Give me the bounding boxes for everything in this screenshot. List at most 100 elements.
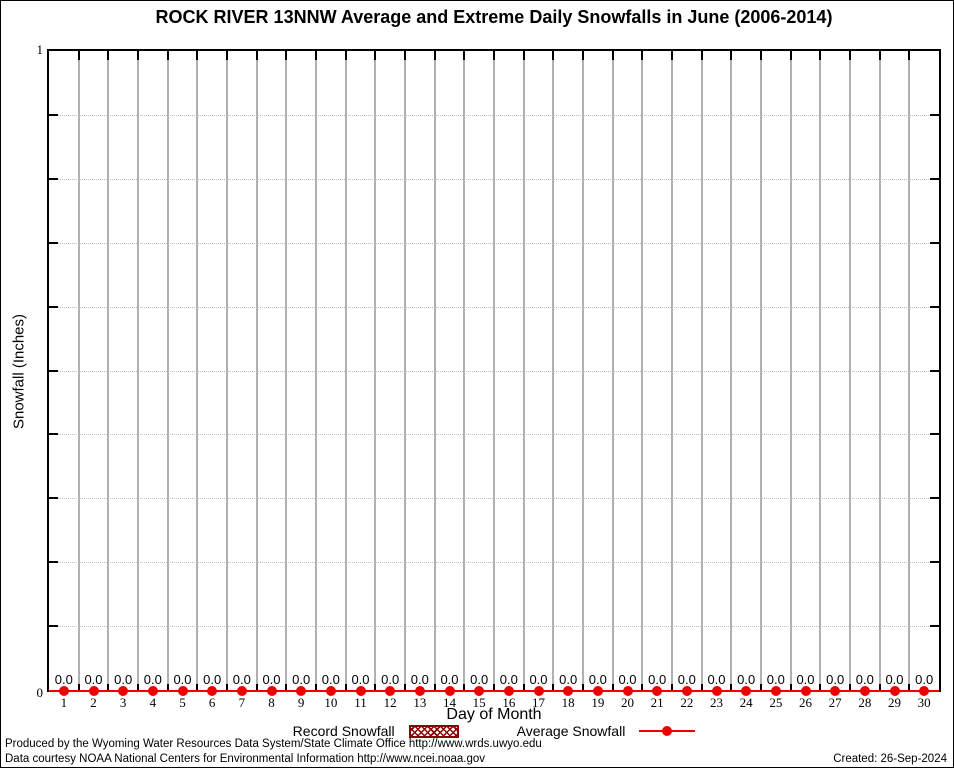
- snowfall-value-label: 0.0: [381, 672, 400, 687]
- top-axis-tick: [493, 51, 495, 60]
- snowfall-value-label: 0.0: [114, 672, 133, 687]
- x-tick-label: 10: [324, 695, 338, 710]
- snowfall-value-label: 0.0: [292, 672, 311, 687]
- snowfall-value-label: 0.0: [262, 672, 281, 687]
- left-axis-tick: [49, 241, 58, 244]
- left-axis-tick: [49, 369, 58, 372]
- average-snowfall-data-point: [58, 686, 69, 696]
- legend: Record Snowfall Average Snowfall: [47, 723, 941, 739]
- top-axis-tick: [611, 51, 614, 60]
- x-tick-label: 9: [297, 695, 305, 710]
- minor-y-gridline: [49, 498, 939, 500]
- bottom-axis-tick: [671, 684, 673, 690]
- x-tick-label: 22: [680, 695, 694, 710]
- bottom-axis-tick: [582, 684, 584, 690]
- value-labels: 0.0 0.0 0.0 0.0 0.0 0.0 0.0 0.0 0.0 0.0 0.0 0.0 0.0 0…: [49, 51, 939, 690]
- average-snowfall-line-swatch-icon: [639, 726, 696, 736]
- bottom-axis-tick: [819, 684, 822, 690]
- bottom-axis-tick: [908, 684, 911, 690]
- left-axis-tick: [49, 113, 58, 116]
- average-snowfall-data-point: [325, 686, 336, 696]
- snowfall-value-label: 0.0: [351, 672, 370, 687]
- bottom-axis-tick: [196, 684, 199, 690]
- x-tick-label: 15: [472, 695, 486, 710]
- x-tick-label: 20: [621, 695, 634, 710]
- minor-y-gridline: [49, 306, 939, 308]
- x-tick-label: 23: [710, 695, 723, 710]
- legend-label-record-snowfall: Record Snowfall: [292, 723, 395, 739]
- average-snowfall-data-point: [889, 686, 900, 696]
- top-axis-tick: [374, 51, 377, 60]
- snowfall-value-label: 0.0: [499, 672, 518, 687]
- average-snowfall-data-point: [444, 686, 455, 696]
- right-axis-tick: [930, 561, 939, 564]
- x-tick-label: 26: [799, 695, 812, 710]
- left-axis-tick: [49, 497, 58, 500]
- record-snowfall-hatch-swatch-icon: [408, 724, 459, 738]
- minor-y-gridline: [49, 434, 939, 436]
- x-tick-label: 27: [828, 695, 842, 710]
- bottom-axis-tick: [137, 684, 139, 690]
- top-axis-tick: [463, 51, 466, 60]
- x-tick-label: 29: [888, 695, 901, 710]
- right-axis-tick: [930, 497, 939, 500]
- axis-ticks: [49, 51, 939, 690]
- average-snowfall-data-point: [533, 686, 544, 696]
- x-tick-label: 25: [769, 695, 783, 710]
- snowfall-value-label: 0.0: [826, 672, 845, 687]
- x-tick-label: 17: [532, 695, 545, 710]
- average-snowfall-data-point: [622, 686, 633, 696]
- average-snowfall-data-point: [385, 686, 396, 696]
- x-tick-label: 11: [354, 695, 367, 710]
- top-axis-tick: [730, 51, 733, 60]
- bottom-axis-tick: [700, 684, 703, 690]
- x-tick-label: 12: [383, 695, 397, 710]
- snowfall-value-label: 0.0: [440, 672, 459, 687]
- left-axis-tick: [49, 561, 58, 564]
- snowfall-value-label: 0.0: [707, 672, 726, 687]
- top-axis-tick: [285, 51, 288, 60]
- top-axis-tick: [789, 51, 792, 60]
- bottom-axis-tick: [849, 684, 851, 690]
- bottom-axis-tick: [522, 684, 525, 690]
- left-axis-tick: [49, 625, 58, 628]
- horizontal-gridlines: [49, 51, 939, 690]
- snowfall-value-label: 0.0: [915, 672, 934, 687]
- right-axis-tick: [930, 433, 939, 436]
- average-snowfall-data-point: [592, 686, 603, 696]
- average-snowfall-data-point: [355, 686, 366, 696]
- snowfall-value-label: 0.0: [559, 672, 578, 687]
- top-axis-tick: [315, 51, 317, 60]
- average-snowfall-data-point: [770, 686, 781, 696]
- x-tick-label: 28: [858, 695, 872, 710]
- right-axis-tick: [930, 113, 939, 116]
- bottom-axis-tick: [285, 684, 288, 690]
- chart-title: ROCK RIVER 13NNW Average and Extreme Dai…: [155, 7, 833, 27]
- bottom-axis-tick: [433, 684, 436, 690]
- snowfall-value-label: 0.0: [143, 672, 162, 687]
- average-snowfall-data-point: [503, 686, 514, 696]
- top-axis-tick: [226, 51, 228, 60]
- top-axis-tick: [819, 51, 822, 60]
- x-tick-label: 16: [502, 695, 516, 710]
- left-axis-tick: [49, 433, 58, 436]
- snowfall-value-label: 0.0: [855, 672, 874, 687]
- average-snowfall-data-point: [118, 686, 129, 696]
- snowfall-value-label: 0.0: [677, 672, 696, 687]
- snowfall-value-label: 0.0: [588, 672, 607, 687]
- snowfall-value-label: 0.0: [470, 672, 489, 687]
- top-axis-tick: [107, 51, 110, 60]
- top-axis-tick: [344, 51, 347, 60]
- top-axis-tick: [522, 51, 525, 60]
- top-axis-tick: [700, 51, 703, 60]
- footer-created-date: Created: 26-Sep-2024: [833, 753, 947, 765]
- x-axis-label: Day of Month: [446, 706, 542, 723]
- average-snowfall-data-point: [88, 686, 99, 696]
- bottom-axis-tick: [226, 684, 228, 690]
- x-tick-label: 4: [149, 695, 157, 710]
- snowfall-value-label: 0.0: [232, 672, 251, 687]
- bottom-axis-tick: [166, 684, 169, 690]
- top-axis-tick: [137, 51, 139, 60]
- bottom-axis-tick: [878, 684, 881, 690]
- snowfall-value-label: 0.0: [766, 672, 785, 687]
